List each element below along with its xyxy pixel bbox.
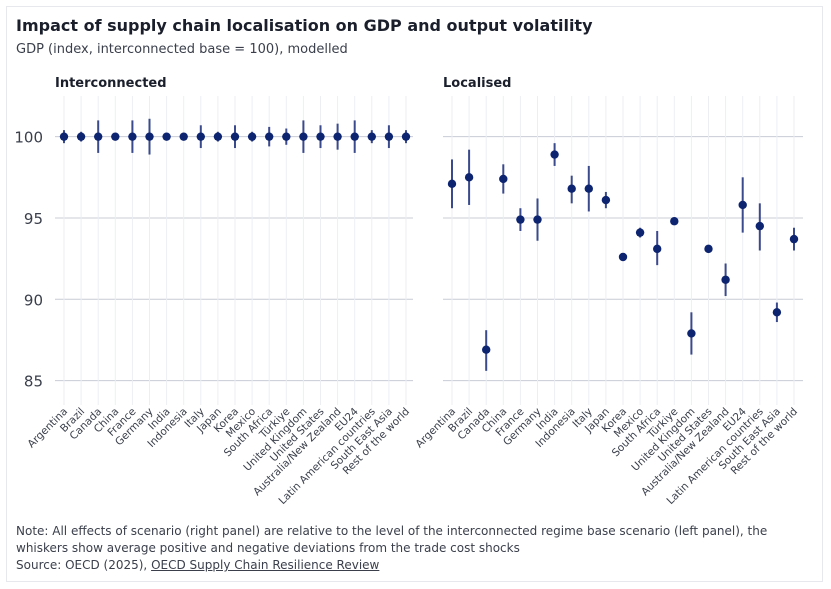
data-point	[76, 132, 86, 141]
data-point	[179, 132, 188, 141]
data-point	[687, 329, 696, 338]
data-point	[721, 275, 730, 284]
data-point	[533, 215, 542, 224]
source-link[interactable]: OECD Supply Chain Resilience Review	[151, 558, 380, 572]
note-text: Note: All effects of scenario (right pan…	[16, 524, 768, 555]
y-tick-label: 90	[24, 291, 43, 309]
data-point	[230, 132, 240, 141]
data-point	[704, 244, 713, 254]
source-line: Source: OECD (2025), OECD Supply Chain R…	[16, 557, 816, 574]
data-point	[789, 234, 799, 244]
data-point	[333, 132, 342, 141]
y-tick-label: 95	[24, 210, 43, 228]
data-point	[282, 132, 291, 141]
data-point	[213, 132, 223, 141]
data-point	[601, 195, 611, 205]
source-prefix: Source: OECD (2025),	[16, 558, 152, 572]
data-point	[755, 221, 764, 231]
data-point	[145, 132, 154, 141]
panel-title-localised: Localised	[443, 76, 512, 91]
data-point	[316, 132, 325, 141]
data-point	[128, 132, 137, 141]
chart-title: Impact of supply chain localisation on G…	[16, 16, 593, 35]
chart-subtitle: GDP (index, interconnected base = 100), …	[16, 42, 348, 57]
panel-title-interconnected: Interconnected	[55, 76, 167, 91]
data-point	[584, 184, 593, 193]
data-point	[482, 345, 491, 354]
y-tick-label: 85	[24, 373, 43, 391]
data-point	[635, 228, 645, 237]
data-point	[401, 132, 411, 141]
data-point	[772, 308, 782, 317]
y-tick-label: 100	[14, 129, 43, 147]
data-point	[94, 132, 103, 141]
data-point	[738, 200, 747, 210]
data-point	[499, 174, 508, 184]
data-point	[464, 173, 474, 182]
data-point	[299, 132, 308, 141]
data-point	[670, 217, 679, 226]
data-point	[447, 179, 457, 189]
data-point	[350, 132, 359, 141]
chart-card	[6, 6, 823, 582]
data-point	[265, 132, 274, 141]
data-point	[59, 132, 69, 141]
chart-footnote: Note: All effects of scenario (right pan…	[16, 523, 816, 574]
data-point	[550, 150, 559, 159]
data-point	[384, 132, 394, 141]
data-point	[367, 132, 376, 141]
data-point	[162, 132, 171, 141]
data-point	[567, 184, 576, 193]
data-point	[247, 132, 257, 141]
data-point	[196, 132, 205, 141]
data-point	[618, 252, 628, 262]
data-point	[653, 244, 662, 254]
data-point	[516, 215, 525, 224]
data-point	[111, 132, 120, 141]
